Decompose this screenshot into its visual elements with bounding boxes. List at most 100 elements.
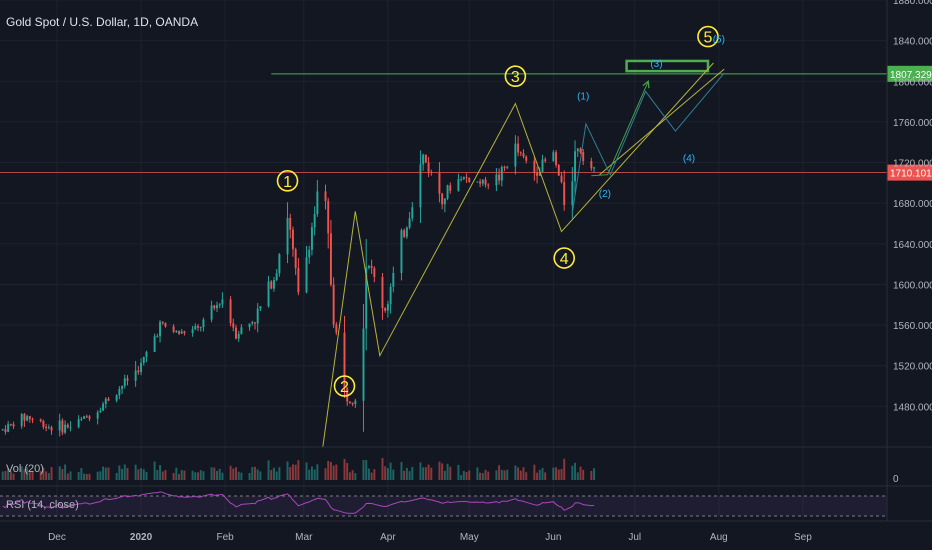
candle-body	[291, 229, 294, 250]
candle-body	[424, 154, 427, 163]
candle-body	[419, 164, 422, 208]
volume-bar	[213, 467, 216, 480]
volume-bar	[468, 470, 471, 480]
volume-bar	[590, 470, 593, 480]
rsi-pane	[0, 491, 887, 517]
candle-body	[541, 159, 544, 172]
volume-bar	[327, 461, 330, 480]
volume-bar	[80, 468, 83, 480]
candle-body	[343, 332, 346, 388]
candle-body	[400, 230, 403, 273]
volume-bar	[237, 471, 240, 480]
volume-bar	[343, 458, 346, 480]
x-tick-label: May	[460, 532, 479, 543]
volume-bar	[305, 462, 308, 480]
candle-body	[115, 395, 118, 401]
volume-bar	[183, 470, 186, 480]
subwave-path	[571, 72, 725, 214]
volume-bar	[4, 470, 7, 480]
x-tick-label: Mar	[295, 532, 313, 543]
volume-bar	[362, 460, 365, 480]
volume-bar	[254, 466, 256, 480]
volume-bar	[324, 468, 327, 480]
volume-bar	[45, 471, 48, 480]
candle-body	[7, 424, 10, 432]
candle-body	[408, 218, 411, 228]
volume-label: Vol (20)	[6, 463, 44, 475]
candle-body	[164, 323, 167, 327]
volume-bar	[256, 469, 259, 480]
candle-body	[9, 424, 12, 426]
volume-bar	[267, 460, 270, 480]
volume-bar	[365, 459, 368, 480]
candle-body	[172, 326, 175, 332]
candle-body	[235, 327, 237, 339]
volume-bar	[560, 468, 563, 480]
volume-bar	[64, 464, 67, 480]
candle-body	[422, 154, 425, 165]
wave-label: 1	[283, 174, 292, 191]
volume-bar	[77, 471, 80, 480]
volume-bar	[370, 472, 373, 480]
candle-body	[64, 424, 67, 433]
candle-body	[259, 306, 262, 309]
candle-body	[329, 233, 332, 285]
volume-bar	[69, 471, 72, 480]
x-tick-label: Jun	[545, 532, 561, 543]
volume-bar	[313, 469, 316, 480]
candle-body	[221, 299, 224, 305]
candle-body	[500, 166, 503, 181]
candle-body	[324, 191, 327, 201]
volume-bar	[7, 468, 10, 480]
candle-body	[194, 326, 197, 330]
volume-bar	[346, 462, 349, 480]
subwave-label: (1)	[577, 92, 589, 103]
candle-body	[310, 227, 313, 250]
volume-bar	[197, 472, 199, 480]
volume-bar	[563, 458, 566, 480]
volume-bar	[335, 464, 338, 480]
volume-bar	[99, 471, 102, 480]
candle-body	[12, 424, 15, 427]
volume-bar	[96, 471, 99, 480]
volume-bar	[9, 471, 12, 480]
candle-body	[560, 175, 563, 183]
candle-body	[118, 388, 121, 396]
volume-bar	[582, 469, 585, 480]
candle-body	[229, 299, 232, 324]
candle-body	[126, 378, 129, 381]
current-price-label: 1710.101	[890, 169, 932, 180]
volume-bar	[202, 471, 205, 480]
volume-bar	[487, 471, 490, 480]
volume-bar	[156, 469, 159, 480]
candle-body	[278, 254, 281, 274]
y-tick-label: 1760.000	[893, 118, 932, 129]
candle-body	[457, 179, 460, 191]
volume-bar	[514, 465, 517, 480]
candle-body	[251, 322, 254, 324]
volume-bar	[66, 473, 69, 480]
candle-body	[351, 402, 354, 405]
wave-label-circle	[697, 25, 719, 48]
candle-body	[275, 273, 278, 281]
volume-bar	[544, 472, 547, 480]
candle-body	[484, 179, 487, 185]
volume-bar	[593, 468, 596, 480]
candle-body	[441, 193, 444, 205]
candle-body	[533, 160, 536, 174]
candle-body	[438, 172, 441, 194]
volume-bar	[42, 467, 45, 480]
candle-body	[61, 420, 64, 433]
volume-bar	[175, 467, 178, 480]
wave-label: 3	[511, 69, 520, 86]
volume-bar	[58, 466, 61, 480]
volume-bar	[137, 469, 140, 480]
volume-bar	[576, 472, 579, 480]
volume-bar	[408, 471, 411, 480]
volume-bar	[26, 467, 29, 480]
candle-body	[476, 181, 479, 183]
volume-bar	[449, 466, 452, 480]
y-tick-label: 1560.000	[893, 321, 932, 332]
